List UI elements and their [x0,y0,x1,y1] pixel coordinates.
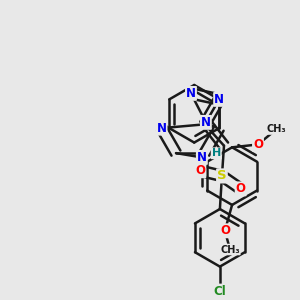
Text: O: O [253,138,263,151]
Text: CH₃: CH₃ [267,124,286,134]
Text: O: O [236,182,246,195]
Text: N: N [157,122,166,135]
Text: N: N [214,93,224,106]
Text: H: H [212,148,221,158]
Text: S: S [217,169,227,182]
Text: N: N [201,116,211,129]
Text: N: N [197,151,207,164]
Text: O: O [220,224,230,237]
Text: Cl: Cl [214,285,226,298]
Text: O: O [195,164,206,177]
Text: CH₃: CH₃ [220,244,240,254]
Text: N: N [186,87,196,100]
